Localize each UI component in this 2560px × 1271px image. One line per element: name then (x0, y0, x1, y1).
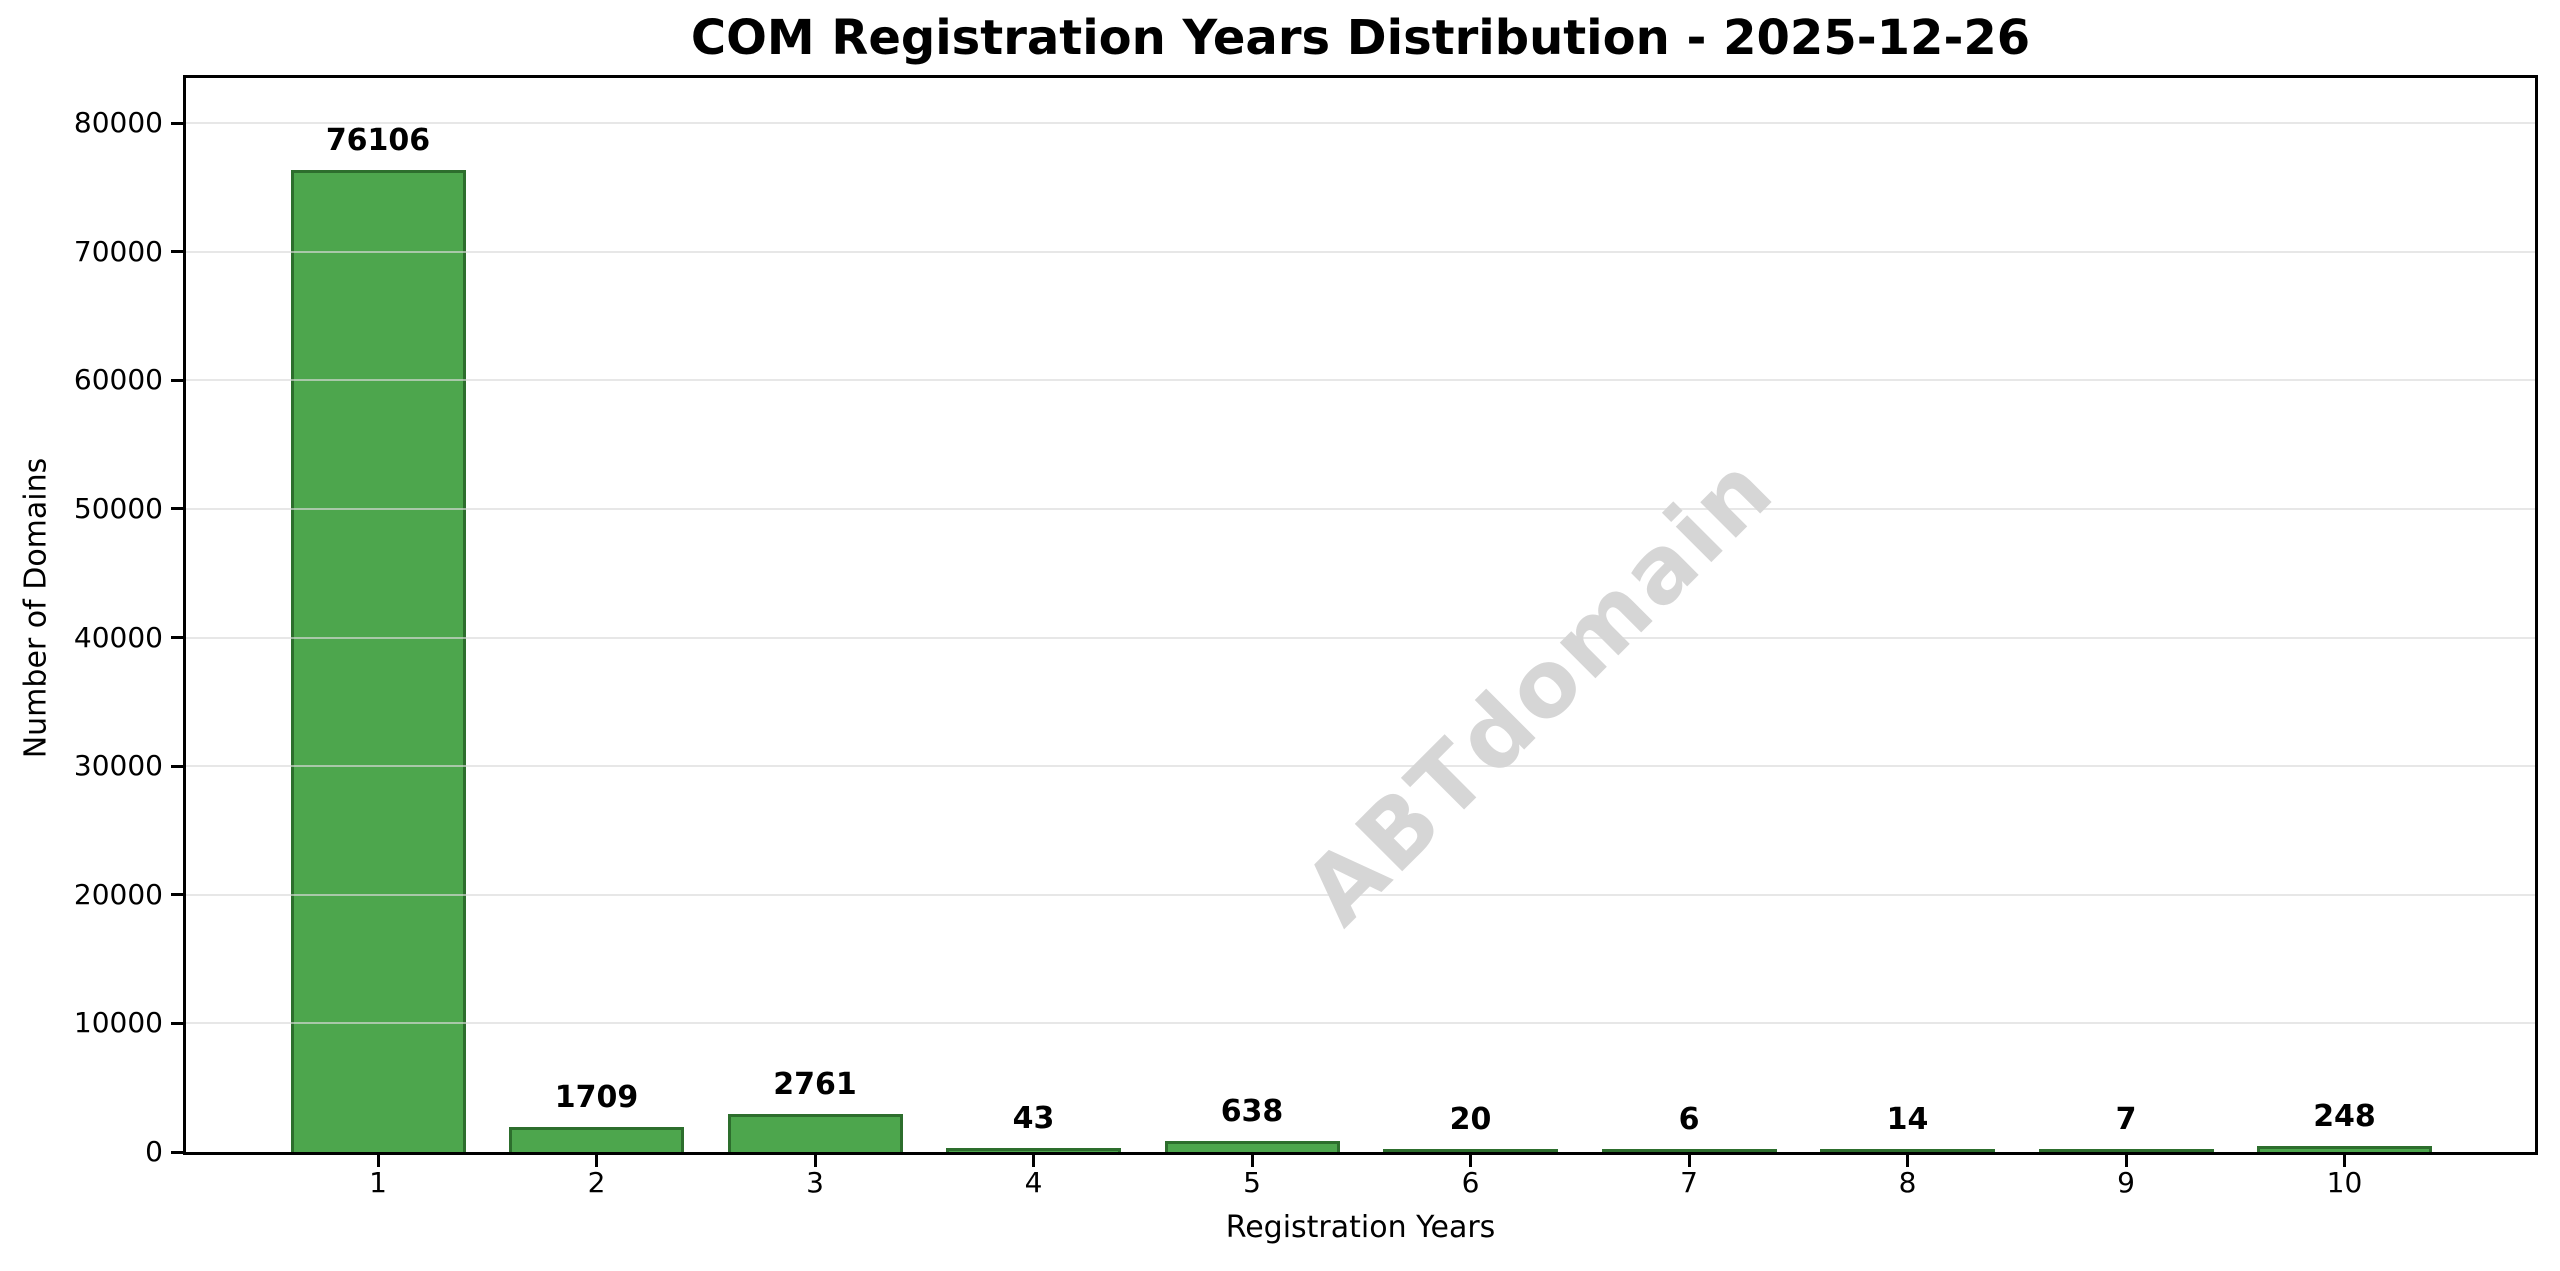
y-tick-label: 40000 (73, 620, 163, 654)
y-tick-mark (171, 764, 183, 768)
x-tick-mark (2124, 1155, 2128, 1167)
bar-value-label: 76106 (325, 123, 431, 159)
y-tick-label: 60000 (73, 363, 163, 397)
x-tick-mark (1469, 1155, 1472, 1167)
bar-year-7 (1601, 1148, 1777, 1152)
x-tick-mark (1687, 1155, 1691, 1167)
bar-value-label: 6 (1678, 1101, 1700, 1137)
x-tick-mark (376, 1155, 380, 1167)
y-tick-mark (171, 1150, 183, 1154)
bar-value-label: 20 (1449, 1101, 1492, 1137)
gridline (186, 1022, 2535, 1025)
gridline (186, 636, 2535, 639)
plot-inner: 76106 1709 2761 43 638 20 6 14 7 248 (186, 78, 2535, 1152)
gridline (186, 379, 2535, 382)
x-tick-mark (1032, 1155, 1035, 1167)
bar-year-3 (727, 1113, 903, 1152)
x-tick-mark (1250, 1155, 1254, 1167)
plot-area: 76106 1709 2761 43 638 20 6 14 7 248 ABTdomain (183, 75, 2538, 1155)
y-tick-mark (171, 507, 183, 511)
bar-year-5 (1164, 1140, 1340, 1152)
y-tick-label: 50000 (73, 491, 163, 525)
y-tick-mark (171, 1021, 183, 1025)
gridline (186, 893, 2535, 896)
bar-year-9 (2038, 1148, 2214, 1152)
x-tick-label: 10 (2326, 1166, 2363, 1199)
gridline (186, 507, 2535, 510)
x-tick-label: 9 (2117, 1166, 2135, 1199)
x-tick-label: 3 (806, 1166, 824, 1199)
bar-year-4 (946, 1148, 1121, 1152)
x-tick-mark (2343, 1155, 2346, 1167)
y-tick-mark (171, 636, 183, 639)
x-tick-mark (595, 1155, 598, 1167)
bar-value-label: 1709 (554, 1080, 639, 1116)
y-tick-mark (171, 893, 183, 897)
bar-year-6 (1383, 1148, 1558, 1152)
y-tick-mark (171, 250, 183, 254)
y-tick-label: 20000 (73, 877, 163, 911)
bar-value-label: 248 (2313, 1098, 2376, 1134)
bar-value-label: 2761 (773, 1066, 857, 1102)
x-tick-label: 4 (1024, 1166, 1043, 1199)
x-tick-mark (813, 1155, 817, 1167)
y-tick-mark (171, 121, 183, 125)
bar-year-8 (1820, 1148, 1995, 1152)
y-tick-label: 80000 (73, 106, 163, 140)
bar-value-label: 638 (1220, 1093, 1284, 1129)
bar-year-10 (2257, 1145, 2432, 1152)
gridline (186, 250, 2535, 253)
y-tick-mark (171, 378, 183, 382)
y-tick-label: 70000 (73, 234, 163, 268)
gridline (186, 765, 2535, 768)
chart-title: COM Registration Years Distribution - 20… (690, 10, 2031, 66)
x-tick-label: 5 (1243, 1166, 1261, 1199)
y-tick-label: 0 (145, 1135, 163, 1168)
gridline (186, 122, 2535, 125)
x-tick-mark (1906, 1155, 1909, 1167)
x-axis-label: Registration Years (1225, 1210, 1496, 1245)
x-tick-label: 2 (587, 1166, 606, 1199)
x-tick-label: 1 (369, 1166, 387, 1199)
bar-value-label: 14 (1886, 1101, 1929, 1137)
x-tick-label: 6 (1461, 1166, 1480, 1199)
y-tick-label: 10000 (73, 1006, 163, 1040)
bar-year-2 (509, 1127, 684, 1152)
x-tick-label: 8 (1898, 1166, 1917, 1199)
x-tick-label: 7 (1680, 1166, 1698, 1199)
bar-year-1 (290, 170, 466, 1152)
y-tick-label: 30000 (73, 749, 163, 783)
bar-value-label: 7 (2115, 1101, 2137, 1137)
bar-value-label: 43 (1012, 1101, 1055, 1137)
